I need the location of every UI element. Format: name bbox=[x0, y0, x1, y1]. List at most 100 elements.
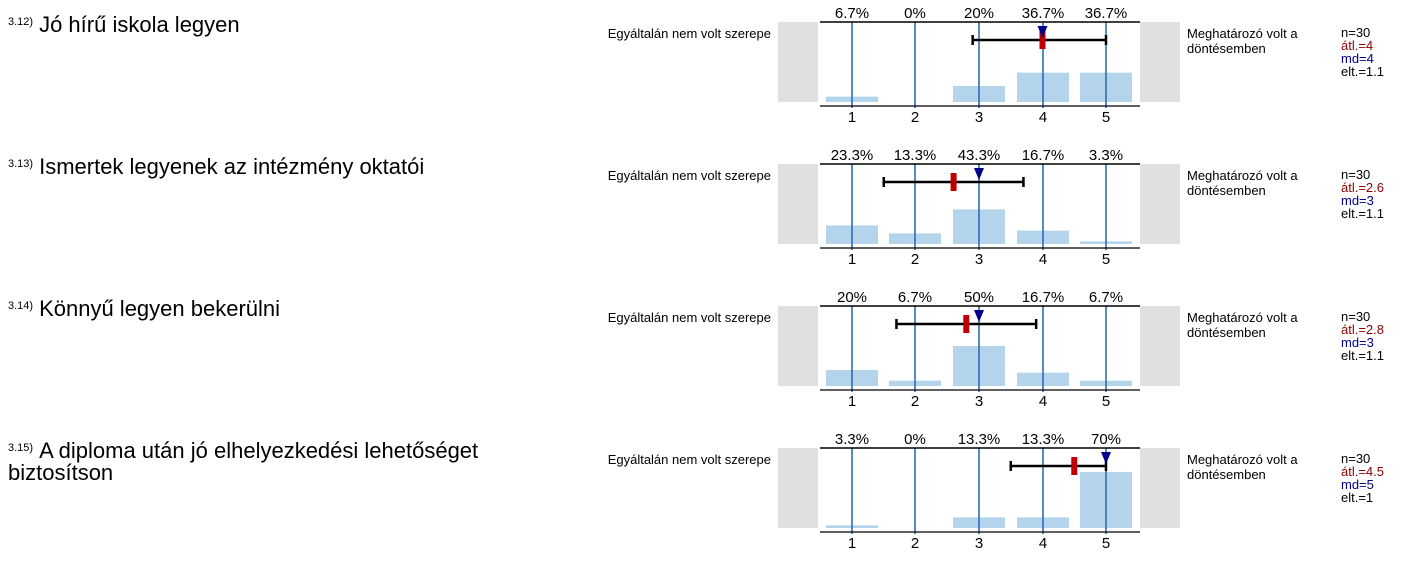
tick-label: 5 bbox=[1102, 251, 1110, 268]
tick-label: 2 bbox=[911, 109, 919, 126]
right-panel bbox=[1140, 306, 1180, 386]
percent-label: 23.3% bbox=[831, 147, 874, 164]
right-panel bbox=[1140, 448, 1180, 528]
percent-label: 6.7% bbox=[1089, 289, 1123, 306]
stat-median: md=3 bbox=[1341, 193, 1374, 208]
stat-deviation: elt.=1.1 bbox=[1341, 348, 1385, 363]
question-number: 3.15) bbox=[8, 442, 34, 454]
stat-mean: átl.=4.5 bbox=[1341, 464, 1385, 479]
percent-label: 20% bbox=[964, 5, 994, 22]
stat-deviation: elt.=1 bbox=[1341, 490, 1374, 505]
stats-block: n=30 átl.=2.6 md=3 elt.=1.1 bbox=[1341, 168, 1384, 220]
tick-label: 2 bbox=[911, 393, 919, 410]
tick-label: 4 bbox=[1039, 393, 1047, 410]
stat-mean: átl.=4 bbox=[1341, 38, 1374, 53]
median-marker bbox=[1037, 26, 1048, 38]
stat-median: md=3 bbox=[1341, 335, 1374, 350]
tick-label: 3 bbox=[975, 251, 983, 268]
scale-left-label: Egyáltalán nem volt szerepe bbox=[607, 168, 771, 183]
percent-label: 20% bbox=[837, 289, 867, 306]
mean-marker bbox=[1039, 31, 1046, 49]
tick-label: 4 bbox=[1039, 535, 1047, 552]
distribution-chart: 23.3% 13.3% 43.3% 16.7% 3.3% 1 2 3 4 5 bbox=[820, 147, 1140, 268]
right-panel bbox=[1140, 22, 1180, 102]
scale-right-label: Meghatározó volt a döntésemben bbox=[1187, 310, 1298, 340]
question-text: Ismertek legyenek az intézmény oktatói bbox=[39, 154, 425, 179]
left-panel bbox=[778, 22, 818, 102]
tick-label: 5 bbox=[1102, 109, 1110, 126]
distribution-chart: 20% 6.7% 50% 16.7% 6.7% 1 2 3 4 5 bbox=[820, 289, 1140, 410]
tick-label: 4 bbox=[1039, 109, 1047, 126]
question-text: Jó hírű iskola legyen bbox=[39, 12, 240, 37]
tick-label: 5 bbox=[1102, 535, 1110, 552]
question-text: Könnyű legyen bekerülni bbox=[39, 296, 281, 321]
percent-label: 70% bbox=[1091, 431, 1121, 448]
stats-block: n=30 átl.=4 md=4 elt.=1.1 bbox=[1341, 26, 1384, 78]
stats-block: n=30 átl.=4.5 md=5 elt.=1 bbox=[1341, 452, 1384, 504]
stat-median: md=4 bbox=[1341, 51, 1374, 66]
mean-marker bbox=[1071, 457, 1078, 475]
question: 3.12) Jó hírű iskola legyen bbox=[8, 14, 568, 36]
question-number: 3.13) bbox=[8, 158, 34, 170]
percent-label: 13.3% bbox=[894, 147, 937, 164]
right-panel bbox=[1140, 164, 1180, 244]
left-panel bbox=[778, 448, 818, 528]
stat-deviation: elt.=1.1 bbox=[1341, 206, 1385, 221]
question: 3.14) Könnyű legyen bekerülni bbox=[8, 298, 568, 320]
stat-deviation: elt.=1.1 bbox=[1341, 64, 1385, 79]
survey-item: 3.13) Ismertek legyenek az intézmény okta… bbox=[0, 142, 1420, 292]
left-panel bbox=[778, 164, 818, 244]
percent-label: 36.7% bbox=[1022, 5, 1065, 22]
scale-right-label: Meghatározó volt a döntésemben bbox=[1187, 26, 1298, 56]
left-panel bbox=[778, 306, 818, 386]
question-number: 3.14) bbox=[8, 300, 34, 312]
median-marker bbox=[1101, 452, 1111, 464]
scale-right-label: Meghatározó volt a döntésemben bbox=[1187, 168, 1298, 198]
tick-label: 5 bbox=[1102, 393, 1110, 410]
tick-label: 2 bbox=[911, 251, 919, 268]
mean-marker bbox=[950, 173, 957, 191]
percent-label: 6.7% bbox=[898, 289, 932, 306]
percent-label: 16.7% bbox=[1022, 289, 1065, 306]
distribution-chart: 6.7% 0% 20% 36.7% 36.7% 1 2 3 4 5 bbox=[820, 5, 1140, 126]
percent-label: 0% bbox=[904, 431, 926, 448]
question: 3.15) A diploma után jó elhelyezkedési le… bbox=[8, 440, 568, 484]
percent-label: 16.7% bbox=[1022, 147, 1065, 164]
percent-label: 0% bbox=[904, 5, 926, 22]
tick-label: 3 bbox=[975, 393, 983, 410]
stats-block: n=30 átl.=2.8 md=3 elt.=1.1 bbox=[1341, 310, 1384, 362]
tick-label: 3 bbox=[975, 109, 983, 126]
scale-left-label: Egyáltalán nem volt szerepe bbox=[607, 26, 771, 41]
survey-item: 3.14) Könnyű legyen bekerülni Egyáltalán … bbox=[0, 284, 1420, 434]
survey-item: 3.15) A diploma után jó elhelyezkedési le… bbox=[0, 426, 1420, 576]
stat-n: n=30 bbox=[1341, 25, 1371, 40]
tick-label: 1 bbox=[848, 251, 856, 268]
distribution-chart: 3.3% 0% 13.3% 13.3% 70% 1 2 3 4 5 bbox=[820, 431, 1140, 552]
question-text: A diploma után jó elhelyezkedési lehetős… bbox=[8, 438, 479, 485]
tick-label: 1 bbox=[848, 393, 856, 410]
tick-label: 4 bbox=[1039, 251, 1047, 268]
survey-item: 3.12) Jó hírű iskola legyen Egyáltalán ne… bbox=[0, 0, 1420, 150]
scale-right-label: Meghatározó volt a döntésemben bbox=[1187, 452, 1298, 482]
percent-label: 36.7% bbox=[1085, 5, 1128, 22]
tick-label: 1 bbox=[848, 535, 856, 552]
percent-label: 6.7% bbox=[835, 5, 869, 22]
stat-median: md=5 bbox=[1341, 477, 1374, 492]
question-number: 3.12) bbox=[8, 16, 34, 28]
percent-label: 3.3% bbox=[835, 431, 869, 448]
percent-label: 13.3% bbox=[958, 431, 1001, 448]
percent-label: 13.3% bbox=[1022, 431, 1065, 448]
percent-label: 50% bbox=[964, 289, 994, 306]
scale-left-label: Egyáltalán nem volt szerepe bbox=[607, 452, 771, 467]
stat-n: n=30 bbox=[1341, 309, 1371, 324]
scale-left-label: Egyáltalán nem volt szerepe bbox=[607, 310, 771, 325]
stat-n: n=30 bbox=[1341, 167, 1371, 182]
percent-label: 3.3% bbox=[1089, 147, 1123, 164]
percent-label: 43.3% bbox=[958, 147, 1001, 164]
tick-label: 2 bbox=[911, 535, 919, 552]
stat-n: n=30 bbox=[1341, 451, 1371, 466]
tick-label: 1 bbox=[848, 109, 856, 126]
tick-label: 3 bbox=[975, 535, 983, 552]
mean-marker bbox=[963, 315, 970, 333]
median-marker bbox=[974, 168, 984, 180]
